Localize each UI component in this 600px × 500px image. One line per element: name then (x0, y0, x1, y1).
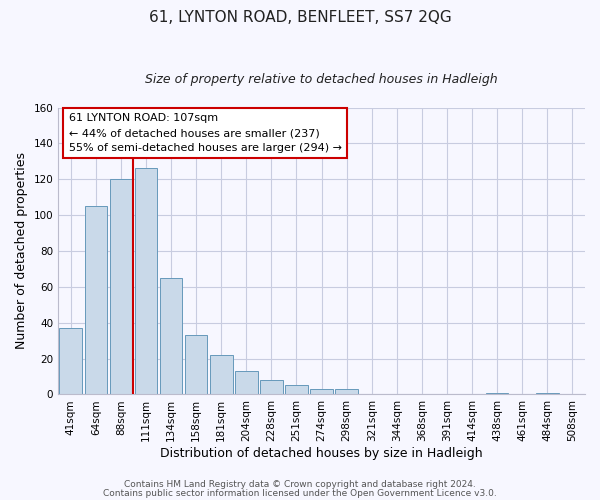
Bar (134, 168, 157, 394)
Title: Size of property relative to detached houses in Hadleigh: Size of property relative to detached ho… (145, 72, 498, 86)
Text: Contains public sector information licensed under the Open Government Licence v3: Contains public sector information licen… (103, 488, 497, 498)
Bar (85, 206, 107, 394)
Text: 61, LYNTON ROAD, BENFLEET, SS7 2QG: 61, LYNTON ROAD, BENFLEET, SS7 2QG (149, 10, 451, 25)
Bar (59, 328, 82, 394)
Bar (536, 392, 559, 394)
Bar (235, 371, 257, 394)
Bar (110, 179, 132, 394)
Bar (260, 380, 283, 394)
Bar (210, 355, 233, 395)
Bar (285, 386, 308, 394)
Bar (486, 392, 508, 394)
X-axis label: Distribution of detached houses by size in Hadleigh: Distribution of detached houses by size … (160, 447, 483, 460)
Bar (310, 389, 333, 394)
Text: Contains HM Land Registry data © Crown copyright and database right 2024.: Contains HM Land Registry data © Crown c… (124, 480, 476, 489)
Bar (335, 389, 358, 394)
Y-axis label: Number of detached properties: Number of detached properties (15, 152, 28, 350)
Text: 61 LYNTON ROAD: 107sqm
← 44% of detached houses are smaller (237)
55% of semi-de: 61 LYNTON ROAD: 107sqm ← 44% of detached… (69, 113, 342, 153)
Bar (160, 278, 182, 394)
Bar (185, 336, 208, 394)
